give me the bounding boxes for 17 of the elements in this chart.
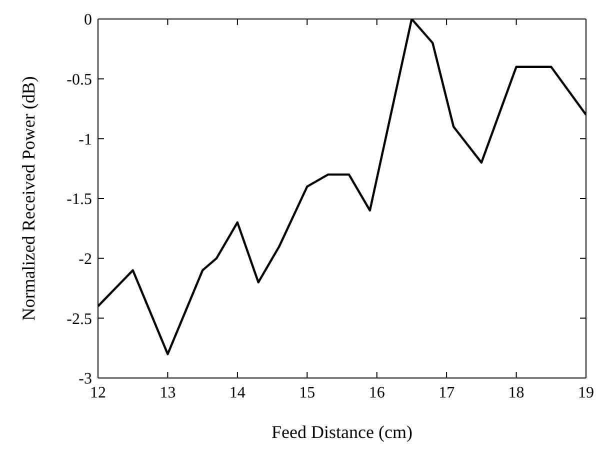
x-tick-label: 14 xyxy=(229,384,246,402)
x-axis-title: Feed Distance (cm) xyxy=(272,422,412,442)
y-tick-label: -1 xyxy=(78,131,92,148)
x-tick-label: 17 xyxy=(438,384,455,402)
y-tick-label: 0 xyxy=(84,12,92,29)
x-tick-label: 16 xyxy=(368,384,385,402)
y-tick-label: -3 xyxy=(78,370,92,388)
y-tick-label: -2 xyxy=(78,251,92,268)
y-tick-label: -0.5 xyxy=(66,72,92,89)
x-tick-label: 13 xyxy=(160,384,176,402)
x-tick-label: 12 xyxy=(90,384,106,402)
y-tick-label: -2.5 xyxy=(66,310,92,328)
y-tick-label: -1.5 xyxy=(66,191,92,208)
x-tick-label: 19 xyxy=(578,384,594,402)
x-tick-label: 18 xyxy=(508,384,524,402)
x-tick-label: 15 xyxy=(299,384,316,402)
y-axis-title: Normalized Received Power (dB) xyxy=(18,76,38,321)
